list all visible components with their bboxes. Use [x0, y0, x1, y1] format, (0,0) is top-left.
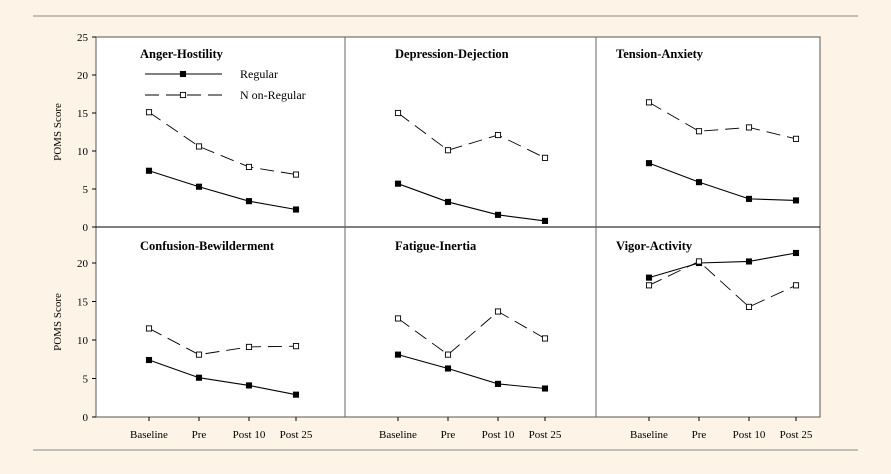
- anger-hostility-regular-point: [292, 206, 300, 213]
- panel-title-confusion-bewilderment: Confusion-Bewilderment: [140, 239, 275, 253]
- y-tick-label: 20: [77, 258, 89, 270]
- legend-non-regular-marker: [179, 91, 187, 99]
- fatigue-inertia-regular-point: [541, 385, 549, 392]
- panel-title-depression-dejection: Depression-Dejection: [395, 47, 509, 61]
- vigor-activity-non-regular-point: [792, 282, 800, 289]
- x-tick-label: Baseline: [130, 429, 168, 441]
- y-tick-label: 0: [83, 222, 89, 234]
- anger-hostility-regular-line: [148, 170, 297, 211]
- y-axis-title-bottom: POMS Score: [52, 293, 64, 351]
- y-tick-label: 25: [77, 32, 89, 44]
- y-tick-label: 0: [83, 412, 89, 424]
- confusion-bewilderment-non-regular-point: [145, 325, 153, 332]
- vigor-activity-non-regular-point: [645, 282, 653, 289]
- x-tick-label: Baseline: [630, 429, 668, 441]
- fatigue-inertia-non-regular-point: [444, 351, 452, 358]
- vigor-activity-regular-point: [745, 258, 753, 265]
- confusion-bewilderment-regular-line: [148, 359, 297, 396]
- tension-anxiety-regular-point: [695, 179, 703, 186]
- tension-anxiety-regular-point: [745, 195, 753, 202]
- anger-hostility-non-regular-point: [245, 163, 253, 171]
- confusion-bewilderment-non-regular-line: [148, 328, 297, 356]
- y-tick-label: 10: [77, 335, 89, 347]
- fatigue-inertia-non-regular-line: [397, 310, 546, 356]
- y-tick-label: 15: [77, 108, 89, 120]
- x-tick-label: Baseline: [379, 429, 417, 441]
- y-tick-label: 5: [83, 184, 89, 196]
- panel-title-fatigue-inertia: Fatigue-Inertia: [395, 239, 477, 253]
- anger-hostility-regular-point: [145, 167, 153, 174]
- x-tick-label: Post 25: [780, 429, 813, 441]
- y-tick-label: 20: [77, 70, 89, 82]
- x-tick-label: Pre: [441, 429, 456, 441]
- fatigue-inertia-non-regular-point: [541, 335, 549, 342]
- tension-anxiety-regular-point: [645, 160, 653, 167]
- y-tick-label: 15: [77, 297, 89, 309]
- x-tick-label: Post 10: [733, 429, 766, 441]
- vigor-activity-non-regular-point: [745, 303, 753, 310]
- tension-anxiety-non-regular-line: [648, 101, 797, 140]
- x-tick-label: Post 25: [280, 429, 313, 441]
- depression-dejection-regular-point: [394, 180, 402, 187]
- legend-non-regular-label: N on-Regular: [240, 88, 306, 102]
- tension-anxiety-regular-line: [648, 162, 797, 201]
- confusion-bewilderment-regular-point: [292, 391, 300, 398]
- depression-dejection-non-regular-point: [494, 131, 502, 139]
- confusion-bewilderment-non-regular-point: [292, 343, 300, 350]
- panel-title-tension-anxiety: Tension-Anxiety: [616, 47, 704, 61]
- vigor-activity-regular-line: [648, 252, 797, 279]
- panel-title-vigor-activity: Vigor-Activity: [616, 239, 693, 253]
- depression-dejection-regular-point: [444, 198, 452, 205]
- vigor-activity-regular-point: [645, 274, 653, 281]
- vigor-activity-regular-point: [792, 249, 800, 257]
- x-tick-label: Pre: [192, 429, 207, 441]
- fatigue-inertia-non-regular-point: [494, 308, 502, 315]
- confusion-bewilderment-non-regular-point: [245, 343, 253, 350]
- tension-anxiety-non-regular-point: [745, 124, 753, 131]
- anger-hostility-non-regular-point: [292, 171, 300, 178]
- anger-hostility-regular-point: [245, 198, 253, 205]
- x-tick-label: Post 25: [529, 429, 562, 441]
- tension-anxiety-non-regular-point: [792, 135, 800, 142]
- tension-anxiety-regular-point: [792, 197, 800, 204]
- fatigue-inertia-regular-point: [494, 380, 502, 387]
- tension-anxiety-non-regular-point: [695, 128, 703, 135]
- anger-hostility-non-regular-line: [148, 111, 297, 176]
- x-tick-label: Post 10: [233, 429, 266, 441]
- tension-anxiety-non-regular-point: [645, 99, 653, 106]
- vigor-activity-non-regular-line: [648, 260, 797, 308]
- fatigue-inertia-regular-point: [444, 365, 452, 372]
- fatigue-inertia-regular-point: [394, 351, 402, 358]
- confusion-bewilderment-regular-point: [195, 374, 203, 381]
- confusion-bewilderment-regular-point: [145, 356, 153, 364]
- confusion-bewilderment-regular-point: [245, 382, 253, 389]
- anger-hostility-regular-point: [195, 183, 203, 190]
- x-tick-label: Post 10: [482, 429, 515, 441]
- depression-dejection-non-regular-line: [397, 112, 546, 159]
- confusion-bewilderment-non-regular-point: [195, 351, 203, 358]
- depression-dejection-regular-line: [397, 183, 546, 222]
- depression-dejection-non-regular-point: [444, 147, 452, 154]
- legend-regular-marker: [179, 70, 187, 78]
- depression-dejection-regular-point: [494, 211, 502, 218]
- y-axis-title-top: POMS Score: [52, 103, 64, 161]
- legend-regular-label: Regular: [240, 67, 278, 81]
- anger-hostility-non-regular-point: [195, 143, 203, 150]
- panel-title-anger-hostility: Anger-Hostility: [140, 47, 224, 61]
- vigor-activity-non-regular-point: [695, 258, 703, 265]
- depression-dejection-regular-point: [541, 217, 549, 224]
- fatigue-inertia-regular-line: [397, 354, 546, 390]
- x-tick-label: Pre: [692, 429, 707, 441]
- fatigue-inertia-non-regular-point: [394, 315, 402, 322]
- depression-dejection-non-regular-point: [541, 154, 549, 161]
- y-tick-label: 10: [77, 146, 89, 158]
- anger-hostility-non-regular-point: [145, 109, 153, 116]
- y-tick-label: 5: [83, 374, 89, 386]
- depression-dejection-non-regular-point: [394, 109, 402, 117]
